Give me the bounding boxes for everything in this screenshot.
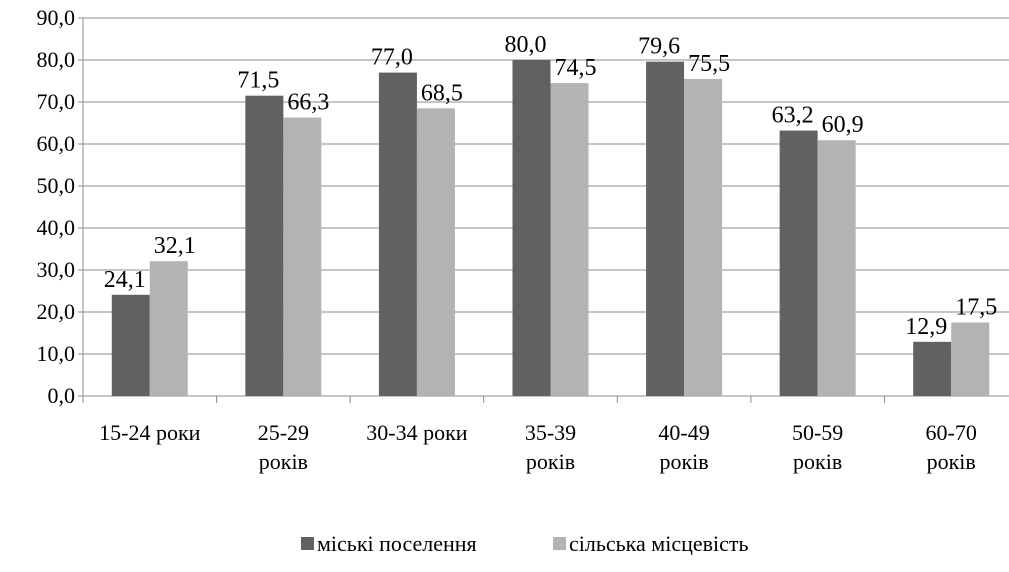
bar-rural <box>817 140 856 396</box>
data-label: 60,9 <box>822 112 864 138</box>
bar-rural <box>684 78 723 397</box>
y-tick-label: 30,0 <box>37 257 76 282</box>
x-tick-label: 25-29 <box>258 420 309 445</box>
x-tick-label: років <box>259 449 308 474</box>
legend-label: міські поселення <box>317 531 477 556</box>
bar-rural <box>149 261 188 396</box>
y-tick-label: 60,0 <box>37 131 76 156</box>
y-tick-label: 10,0 <box>37 341 76 366</box>
data-label: 32,1 <box>154 233 196 259</box>
legend-swatch <box>553 537 566 550</box>
data-label: 77,0 <box>371 45 413 71</box>
data-label: 68,5 <box>421 80 463 106</box>
bar-urban <box>512 60 551 396</box>
data-label: 71,5 <box>237 68 279 94</box>
data-label: 63,2 <box>772 103 814 129</box>
x-tick-label: 60-70 <box>926 420 977 445</box>
data-label: 75,5 <box>688 51 730 77</box>
x-tick-label: 15-24 роки <box>99 420 201 445</box>
y-tick-label: 90,0 <box>37 5 76 30</box>
y-tick-label: 40,0 <box>37 215 76 240</box>
legend-swatch <box>301 537 314 550</box>
y-tick-label: 50,0 <box>37 173 76 198</box>
x-tick-label: років <box>659 449 708 474</box>
data-label: 66,3 <box>287 90 329 116</box>
bar-urban <box>646 61 685 397</box>
bar-urban <box>779 130 818 396</box>
x-tick-label: років <box>526 449 575 474</box>
legend-label: сільська місцевість <box>569 531 749 556</box>
bar-rural <box>951 322 990 396</box>
x-tick-label: 35-39 <box>525 420 576 445</box>
x-tick-label: 40-49 <box>658 420 709 445</box>
y-tick-label: 20,0 <box>37 299 76 324</box>
x-tick-label: 50-59 <box>792 420 843 445</box>
data-label: 17,5 <box>955 295 997 321</box>
bar-rural <box>283 117 322 396</box>
bar-urban <box>913 341 952 396</box>
x-tick-label: 30-34 роки <box>366 420 468 445</box>
x-tick-label: років <box>793 449 842 474</box>
bar-rural <box>550 83 589 396</box>
x-tick-label: років <box>927 449 976 474</box>
data-label: 79,6 <box>638 34 680 60</box>
bar-urban <box>245 95 284 396</box>
y-tick-label: 80,0 <box>37 47 76 72</box>
data-label: 24,1 <box>104 267 146 293</box>
y-tick-label: 0,0 <box>48 383 76 408</box>
bar-urban <box>111 294 150 396</box>
data-label: 12,9 <box>905 314 947 340</box>
bar-rural <box>416 108 455 397</box>
bar-urban <box>378 72 417 396</box>
data-label: 80,0 <box>505 32 547 58</box>
y-tick-label: 70,0 <box>37 89 76 114</box>
data-label: 74,5 <box>555 55 597 81</box>
